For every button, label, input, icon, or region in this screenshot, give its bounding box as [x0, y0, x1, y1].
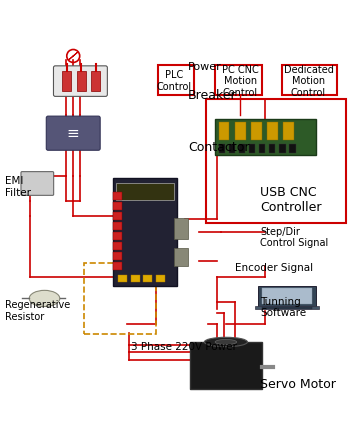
Text: Dedicated
Motion
Control: Dedicated Motion Control: [283, 65, 333, 98]
Bar: [77, 71, 86, 91]
Bar: [282, 65, 337, 95]
Bar: [258, 286, 316, 307]
Bar: [267, 122, 278, 140]
Bar: [262, 307, 312, 309]
Text: ≡: ≡: [67, 126, 80, 140]
Bar: [174, 248, 188, 266]
Bar: [219, 144, 225, 153]
Text: Breaker: Breaker: [188, 89, 237, 102]
Text: Encoder Signal: Encoder Signal: [235, 263, 313, 273]
Bar: [113, 178, 177, 286]
Bar: [283, 122, 294, 140]
Text: 3 Phase 220V Power: 3 Phase 220V Power: [131, 342, 237, 352]
Ellipse shape: [215, 339, 237, 344]
Bar: [289, 144, 296, 153]
Bar: [219, 122, 230, 140]
Bar: [113, 262, 122, 270]
Bar: [259, 144, 265, 153]
Bar: [116, 183, 174, 200]
Bar: [156, 275, 165, 282]
Bar: [118, 275, 127, 282]
Bar: [235, 122, 246, 140]
Bar: [113, 202, 122, 210]
Bar: [239, 144, 245, 153]
Bar: [215, 119, 316, 155]
Text: Step/Dir
Control Signal: Step/Dir Control Signal: [260, 227, 328, 248]
Bar: [113, 192, 122, 200]
Text: Tunning
Software: Tunning Software: [260, 297, 306, 318]
Bar: [84, 263, 156, 334]
FancyBboxPatch shape: [21, 172, 54, 195]
Ellipse shape: [29, 290, 60, 306]
Bar: [206, 99, 346, 223]
Bar: [254, 306, 319, 309]
Bar: [131, 275, 140, 282]
Text: PLC
Control: PLC Control: [156, 70, 191, 92]
Bar: [113, 222, 122, 230]
Text: USB CNC
Controller: USB CNC Controller: [260, 186, 321, 214]
Bar: [143, 275, 152, 282]
Bar: [251, 122, 262, 140]
Ellipse shape: [205, 337, 248, 347]
Bar: [174, 218, 188, 239]
Bar: [113, 252, 122, 260]
Text: EMI
Filter: EMI Filter: [5, 176, 31, 198]
Text: PC CNC
Motion
Control: PC CNC Motion Control: [222, 65, 258, 98]
Bar: [215, 65, 262, 95]
Bar: [91, 71, 100, 91]
Text: Regenerative
Resistor: Regenerative Resistor: [5, 300, 70, 322]
Bar: [269, 144, 275, 153]
Bar: [279, 144, 286, 153]
Bar: [262, 288, 312, 305]
Bar: [229, 144, 235, 153]
Bar: [249, 144, 255, 153]
FancyBboxPatch shape: [46, 116, 100, 150]
Bar: [190, 342, 262, 389]
Bar: [113, 212, 122, 220]
Bar: [113, 232, 122, 240]
FancyBboxPatch shape: [54, 66, 108, 96]
Bar: [63, 71, 71, 91]
Text: Servo Motor: Servo Motor: [260, 378, 336, 391]
Bar: [157, 65, 194, 95]
Text: Contactor: Contactor: [188, 141, 250, 154]
Bar: [113, 242, 122, 250]
Text: Power: Power: [188, 62, 222, 72]
